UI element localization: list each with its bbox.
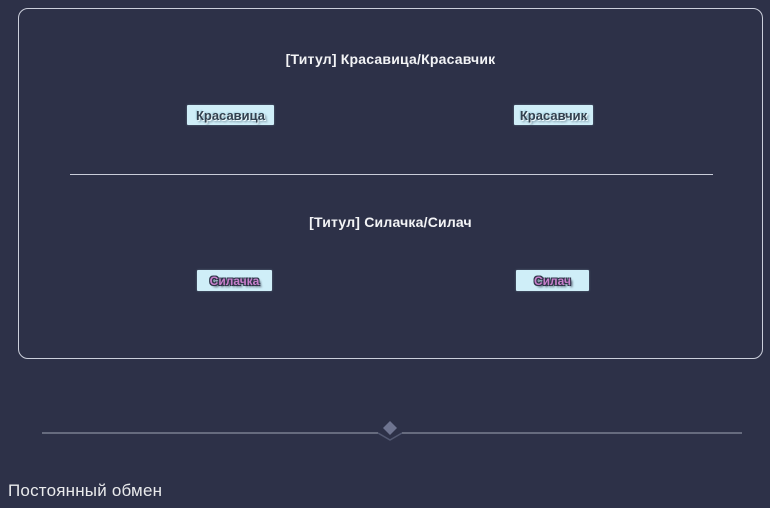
section-divider	[70, 174, 713, 175]
title-button-krasavchik[interactable]: Красавчик	[514, 105, 593, 125]
title-button-silach[interactable]: Силач	[516, 270, 589, 291]
section-title-strength: [Титул] Силачка/Силач	[309, 214, 472, 230]
section-title-beauty: [Титул] Красавица/Красавчик	[285, 51, 496, 67]
footer-heading: Постоянный обмен	[8, 481, 163, 500]
title-button-silachka[interactable]: Силачка	[197, 270, 272, 291]
ornament-divider	[0, 415, 770, 445]
title-button-krasavica[interactable]: Красавица	[187, 105, 274, 125]
titles-panel: [Титул] Красавица/Красавчик Красавица Кр…	[18, 8, 763, 359]
diamond-chevron-icon	[42, 421, 742, 441]
